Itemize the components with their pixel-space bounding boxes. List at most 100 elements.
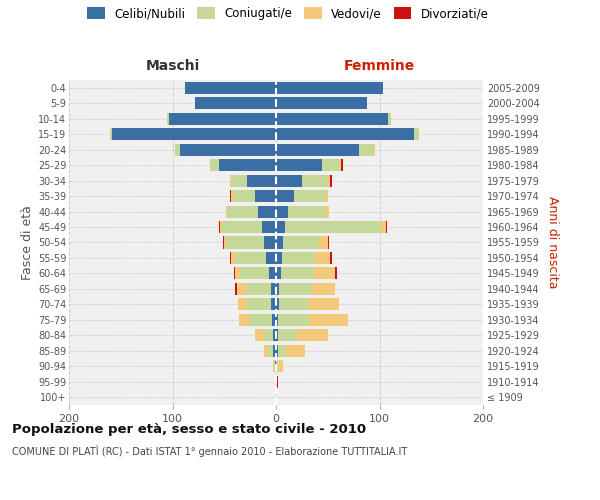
Bar <box>274 360 275 372</box>
Bar <box>359 144 374 156</box>
Bar <box>276 97 367 109</box>
Bar <box>330 174 332 186</box>
Bar <box>388 112 391 124</box>
Bar <box>276 283 279 295</box>
Bar <box>167 112 169 124</box>
Bar <box>330 252 332 264</box>
Bar <box>256 330 263 342</box>
Bar <box>232 190 233 202</box>
Bar <box>281 268 314 280</box>
Bar <box>266 252 276 264</box>
Bar <box>226 236 263 248</box>
Bar <box>195 97 276 109</box>
Bar <box>316 252 330 264</box>
Bar <box>282 252 316 264</box>
Bar <box>236 283 246 295</box>
Bar <box>276 236 283 248</box>
Bar <box>340 159 341 171</box>
Bar <box>328 236 329 248</box>
Bar <box>278 330 296 342</box>
Bar <box>175 144 180 156</box>
Bar <box>386 221 387 233</box>
Bar <box>276 82 383 94</box>
Bar <box>247 174 276 186</box>
Legend: Celibi/Nubili, Coniugati/e, Vedovi/e, Divorziati/e: Celibi/Nubili, Coniugati/e, Vedovi/e, Di… <box>83 2 493 25</box>
Bar <box>240 268 269 280</box>
Bar <box>312 283 335 295</box>
Bar <box>273 360 274 372</box>
Bar <box>296 330 328 342</box>
Bar <box>289 206 325 218</box>
Bar <box>256 190 276 202</box>
Bar <box>219 221 220 233</box>
Bar <box>276 190 293 202</box>
Bar <box>283 236 319 248</box>
Bar <box>268 345 273 357</box>
Bar <box>335 268 337 280</box>
Bar <box>314 268 335 280</box>
Bar <box>276 174 302 186</box>
Bar <box>276 128 413 140</box>
Bar <box>235 283 236 295</box>
Text: Maschi: Maschi <box>145 58 200 72</box>
Bar <box>286 345 305 357</box>
Bar <box>232 174 247 186</box>
Bar <box>374 144 376 156</box>
Bar <box>325 206 329 218</box>
Bar <box>276 144 359 156</box>
Bar <box>276 360 278 372</box>
Bar <box>233 268 235 280</box>
Bar <box>226 206 227 218</box>
Bar <box>210 159 219 171</box>
Bar <box>272 314 276 326</box>
Bar <box>276 298 279 310</box>
Text: COMUNE DI PLATÌ (RC) - Dati ISTAT 1° gennaio 2010 - Elaborazione TUTTITALIA.IT: COMUNE DI PLATÌ (RC) - Dati ISTAT 1° gen… <box>12 445 407 457</box>
Bar <box>219 159 276 171</box>
Bar <box>235 268 240 280</box>
Bar <box>249 314 272 326</box>
Bar <box>230 190 232 202</box>
Bar <box>276 330 278 342</box>
Bar <box>222 221 262 233</box>
Bar <box>286 221 380 233</box>
Bar <box>263 345 268 357</box>
Bar <box>262 221 276 233</box>
Y-axis label: Anni di nascita: Anni di nascita <box>547 196 559 289</box>
Bar <box>275 360 276 372</box>
Bar <box>279 298 308 310</box>
Bar <box>276 345 278 357</box>
Bar <box>278 345 286 357</box>
Bar <box>169 112 276 124</box>
Bar <box>341 159 343 171</box>
Bar <box>263 236 276 248</box>
Bar <box>238 298 247 310</box>
Bar <box>276 268 281 280</box>
Bar <box>380 221 386 233</box>
Bar <box>271 283 276 295</box>
Bar <box>302 174 328 186</box>
Bar <box>279 283 312 295</box>
Bar <box>278 314 309 326</box>
Text: Femmine: Femmine <box>344 58 415 72</box>
Bar <box>185 82 276 94</box>
Bar <box>273 330 276 342</box>
Bar <box>328 174 330 186</box>
Bar <box>276 159 322 171</box>
Bar <box>271 298 276 310</box>
Bar <box>220 221 222 233</box>
Bar <box>277 376 278 388</box>
Bar <box>223 236 224 248</box>
Y-axis label: Fasce di età: Fasce di età <box>20 205 34 280</box>
Bar <box>322 159 340 171</box>
Bar <box>263 330 273 342</box>
Bar <box>276 314 278 326</box>
Bar <box>276 376 277 388</box>
Bar <box>224 236 226 248</box>
Bar <box>259 206 276 218</box>
Bar <box>269 268 276 280</box>
Bar <box>235 252 266 264</box>
Bar <box>309 314 349 326</box>
Bar <box>278 360 283 372</box>
Bar <box>319 236 328 248</box>
Bar <box>233 190 256 202</box>
